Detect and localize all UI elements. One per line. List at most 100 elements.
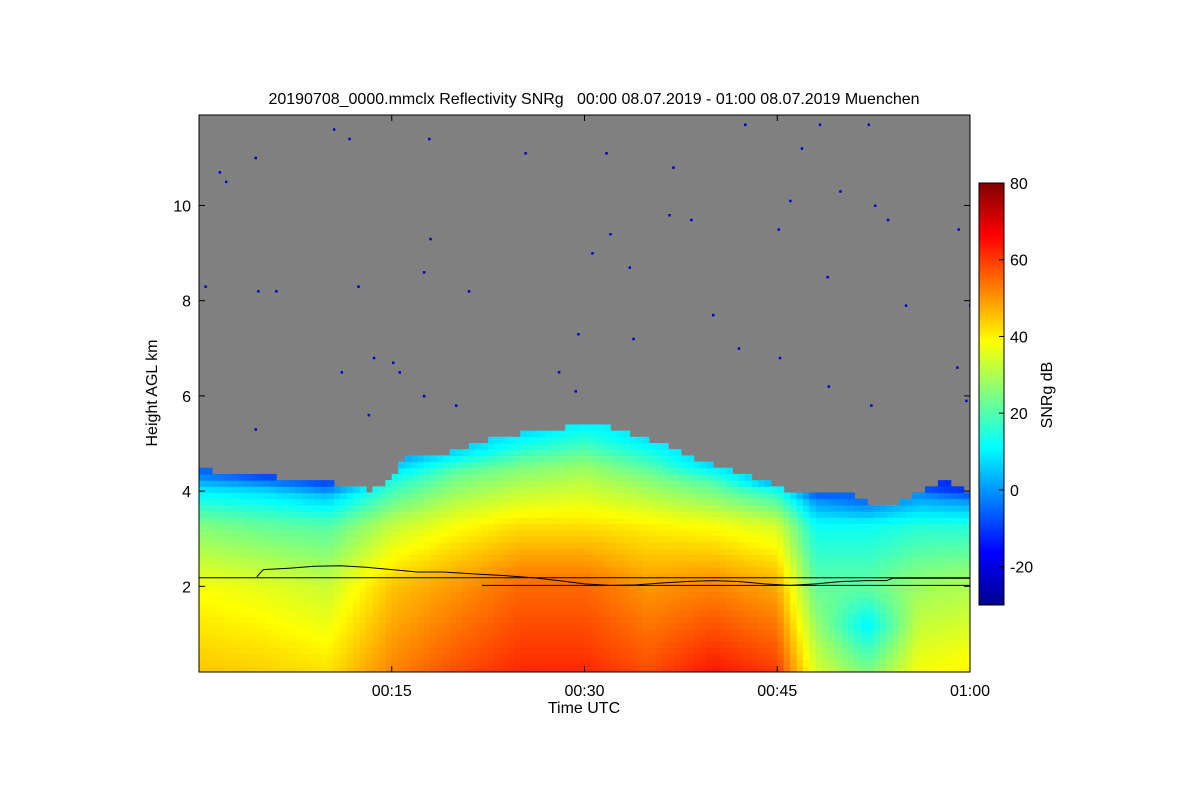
heatmap-cell	[443, 566, 451, 574]
heatmap-cell	[468, 603, 476, 611]
heatmap-cell	[802, 548, 810, 556]
heatmap-cell	[218, 480, 226, 487]
heatmap-cell	[218, 498, 226, 506]
heatmap-cell	[224, 659, 232, 667]
heatmap-cell	[481, 548, 489, 556]
heatmap-cell	[732, 610, 740, 617]
heatmap-cell	[931, 634, 939, 642]
heatmap-cell	[578, 480, 586, 487]
heatmap-cell	[327, 511, 335, 518]
heatmap-cell	[770, 486, 778, 494]
heatmap-cell	[668, 554, 676, 562]
heatmap-cell	[648, 560, 656, 568]
heatmap-cell	[828, 523, 836, 531]
heatmap-cell	[533, 560, 541, 568]
heatmap-cell	[610, 572, 618, 580]
heatmap-cell	[423, 554, 431, 562]
heatmap-cell	[308, 504, 316, 512]
heatmap-cell	[590, 449, 598, 456]
heatmap-cell	[668, 572, 676, 580]
heatmap-cell	[738, 572, 746, 580]
heatmap-cell	[629, 610, 637, 617]
heatmap-cell	[539, 443, 547, 450]
heatmap-cell	[944, 504, 952, 512]
heatmap-cell	[481, 566, 489, 574]
heatmap-cell	[558, 585, 566, 593]
heatmap-cell	[603, 603, 611, 611]
heatmap-cell	[205, 634, 213, 642]
heatmap-cell	[950, 535, 958, 543]
heatmap-cell	[456, 517, 464, 525]
heatmap-cell	[783, 542, 791, 549]
heatmap-cell	[777, 572, 785, 580]
heatmap-cell	[937, 622, 945, 630]
heatmap-cell	[288, 597, 296, 605]
heatmap-cell	[822, 641, 830, 648]
heatmap-cell	[841, 579, 849, 586]
heatmap-cell	[668, 603, 676, 611]
heatmap-cell	[713, 492, 721, 500]
heatmap-cell	[847, 554, 855, 562]
heatmap-cell	[931, 560, 939, 568]
heatmap-cell	[912, 597, 920, 605]
heatmap-cell	[456, 504, 464, 512]
heatmap-cell	[790, 591, 798, 599]
heatmap-cell	[205, 591, 213, 599]
heatmap-cell	[700, 473, 708, 481]
heatmap-cell	[449, 542, 457, 549]
heatmap-cell	[199, 641, 207, 648]
heatmap-cell	[661, 548, 669, 556]
heatmap-cell	[558, 436, 566, 444]
heatmap-cell	[366, 511, 374, 518]
heatmap-cell	[738, 634, 746, 642]
heatmap-cell	[500, 480, 509, 487]
heatmap-cell	[282, 535, 290, 543]
heatmap-cell	[809, 535, 817, 543]
heatmap-cell	[263, 572, 271, 580]
heatmap-cell	[308, 486, 316, 494]
heatmap-cell	[616, 449, 624, 456]
heatmap-cell	[231, 566, 239, 574]
heatmap-cell	[391, 572, 399, 580]
heatmap-cell	[571, 647, 579, 655]
heatmap-cell	[770, 535, 778, 543]
heatmap-cell	[224, 616, 232, 624]
heatmap-cell	[571, 616, 579, 624]
heatmap-cell	[693, 542, 701, 549]
heatmap-cell	[918, 511, 926, 518]
heatmap-cell	[835, 585, 843, 593]
heatmap-cell	[668, 517, 676, 525]
heatmap-cell	[815, 554, 823, 562]
heatmap-cell	[391, 616, 399, 624]
heatmap-cell	[488, 511, 496, 518]
heatmap-cell	[526, 492, 534, 500]
heatmap-cell	[340, 554, 348, 562]
heatmap-cell	[205, 523, 213, 531]
heatmap-cell	[899, 597, 907, 605]
heatmap-cell	[199, 616, 207, 624]
heatmap-cell	[590, 529, 598, 537]
heatmap-cell	[892, 647, 900, 655]
heatmap-cell	[545, 591, 553, 599]
heatmap-cell	[449, 449, 457, 456]
heatmap-cell	[597, 560, 605, 568]
heatmap-cell	[211, 597, 219, 605]
heatmap-cell	[642, 517, 650, 525]
heatmap-cell	[443, 548, 451, 556]
heatmap-cell	[745, 665, 753, 672]
heatmap-cell	[353, 542, 361, 549]
heatmap-cell	[205, 665, 213, 672]
heatmap-cell	[642, 634, 650, 642]
heatmap-cell	[687, 486, 695, 494]
speckle-point	[254, 156, 257, 160]
heatmap-cell	[282, 511, 290, 518]
heatmap-cell	[751, 610, 759, 617]
heatmap-cell	[539, 517, 547, 525]
heatmap-cell	[263, 486, 271, 494]
heatmap-cell	[886, 622, 894, 630]
heatmap-cell	[346, 597, 354, 605]
heatmap-cell	[892, 566, 900, 574]
heatmap-cell	[417, 473, 425, 481]
heatmap-cell	[944, 560, 952, 568]
heatmap-cell	[822, 597, 830, 605]
